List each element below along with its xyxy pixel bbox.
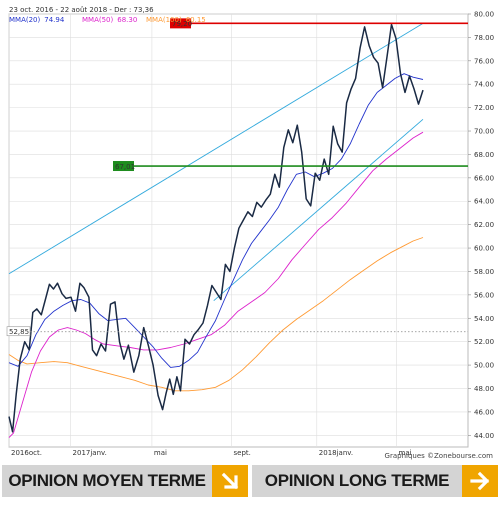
x-tick-label: 2017janv.	[73, 449, 107, 457]
y-tick-label: 74.00	[474, 81, 494, 89]
chart-range-label: 23 oct. 2016 - 22 août 2018 - Der : 73,3…	[9, 6, 154, 14]
chart-background	[0, 0, 500, 460]
y-tick-label: 52.00	[474, 338, 494, 346]
y-tick-label: 54.00	[474, 315, 494, 323]
level-tag-support	[113, 161, 134, 172]
legend-ma50: MMA(50) 68.30	[82, 16, 137, 24]
chart-credit: Graphiques ©Zonebourse.com	[385, 452, 494, 460]
legend-ma20: MMA(20) 74.94	[9, 16, 65, 24]
y-tick-label: 48.00	[474, 385, 494, 393]
level-label-support: 67,01	[115, 163, 135, 171]
y-tick-label: 72.00	[474, 104, 494, 112]
y-tick-label: 68.00	[474, 151, 494, 159]
level-tag-resistance	[170, 18, 191, 29]
level-label-resistance: 79,20	[172, 20, 192, 28]
legend-ma20-label: MMA(20)	[9, 16, 41, 24]
arrow-right-icon[interactable]	[462, 465, 498, 497]
x-tick-label: 2016oct.	[11, 449, 42, 457]
legend-ma100-label: MMA(100)	[146, 16, 182, 24]
y-tick-label: 64.00	[474, 198, 494, 206]
opinion-long-term-bar[interactable]: OPINION LONG TERME	[252, 465, 498, 497]
legend-ma50-label: MMA(50)	[82, 16, 114, 24]
legend-ma100: MMA(100) 60.15	[146, 16, 206, 24]
y-tick-label: 46.00	[474, 408, 494, 416]
legend-ma50-value: 68.30	[117, 16, 137, 24]
opinion-medium-term-bar[interactable]: OPINION MOYEN TERME	[2, 465, 248, 497]
opinion-medium-term-label: OPINION MOYEN TERME	[8, 471, 206, 490]
x-tick-label: mai	[399, 449, 412, 457]
x-tick-label: 2018janv.	[319, 449, 353, 457]
y-tick-label: 58.00	[474, 268, 494, 276]
legend-ma20-value: 74.94	[44, 16, 65, 24]
opinion-long-term-label: OPINION LONG TERME	[264, 471, 450, 490]
y-tick-label: 50.00	[474, 362, 494, 370]
y-tick-label: 70.00	[474, 128, 494, 136]
stock-chart: 79,20 67,01 52,85 44.00 46.00 48.00 50.00 52.0…	[0, 0, 500, 460]
legend-ma100-value: 60.15	[186, 16, 206, 24]
series-line-ma100	[8, 237, 424, 392]
y-tick-label: 62.00	[474, 221, 494, 229]
y-tick-label: 76.00	[474, 57, 494, 65]
y-tick-label: 78.00	[474, 34, 494, 42]
y-tick-label: 44.00	[474, 432, 494, 440]
y-tick-label: 66.00	[474, 174, 494, 182]
level-label-reference: 52,85	[9, 328, 29, 336]
x-tick-label: sept.	[234, 449, 251, 457]
series-line-price	[8, 23, 424, 433]
y-tick-label: 60.00	[474, 245, 494, 253]
y-tick-label: 56.00	[474, 291, 494, 299]
trend-line-channel-upper	[8, 22, 424, 275]
y-tick-label: 80.00	[474, 11, 494, 19]
x-tick-label: mai	[154, 449, 167, 457]
level-tag-reference	[6, 326, 31, 337]
trend-line-channel-lower	[213, 118, 424, 302]
arrow-down-right-icon[interactable]	[212, 465, 248, 497]
